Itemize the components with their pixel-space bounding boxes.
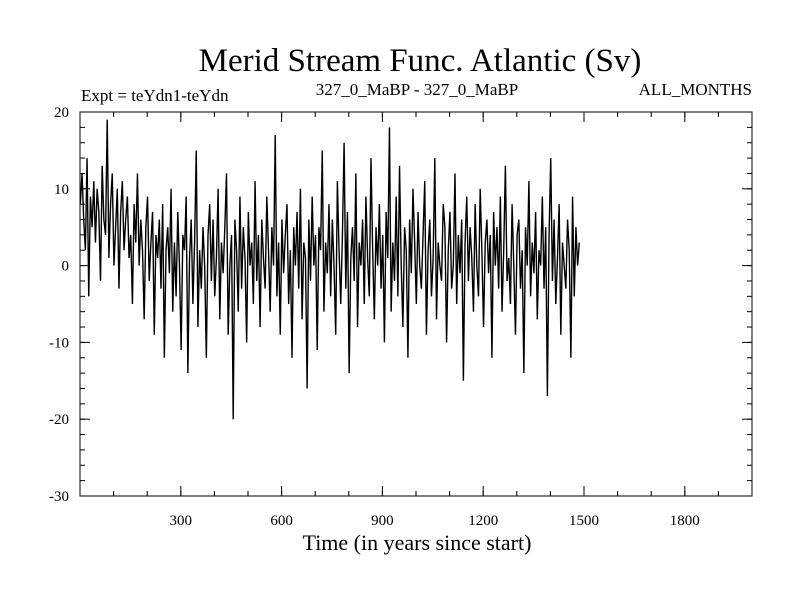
plot-frame	[79, 111, 753, 497]
y-tick-label: 10	[54, 182, 69, 198]
y-tick-label: 0	[62, 259, 70, 275]
y-tick-label: 20	[54, 105, 69, 121]
series-line	[79, 119, 580, 420]
x-tick-label: 600	[270, 513, 293, 529]
x-axis-label: Time (in years since start)	[303, 530, 532, 555]
tick-labels: 300 600 900 1200 1500 1800 -30 -20 -10 0 10 20	[49, 105, 700, 529]
y-tick-label: -20	[49, 412, 69, 428]
chart-title: Merid Stream Func. Atlantic (Sv)	[199, 43, 642, 79]
x-tick-label: 1800	[670, 513, 700, 529]
experiment-label: Expt = teYdn1-teYdn	[81, 86, 229, 105]
period-label: 327_0_MaBP - 327_0_MaBP	[316, 80, 518, 99]
y-tick-label: -30	[49, 489, 69, 505]
months-label: ALL_MONTHS	[639, 80, 752, 99]
x-tick-label: 300	[170, 513, 193, 529]
x-tick-label: 1500	[569, 513, 599, 529]
series-layer	[79, 119, 580, 420]
x-tick-label: 900	[371, 513, 394, 529]
y-tick-label: -10	[49, 335, 69, 351]
x-tick-label: 1200	[468, 513, 498, 529]
axis-ticks	[80, 111, 752, 497]
